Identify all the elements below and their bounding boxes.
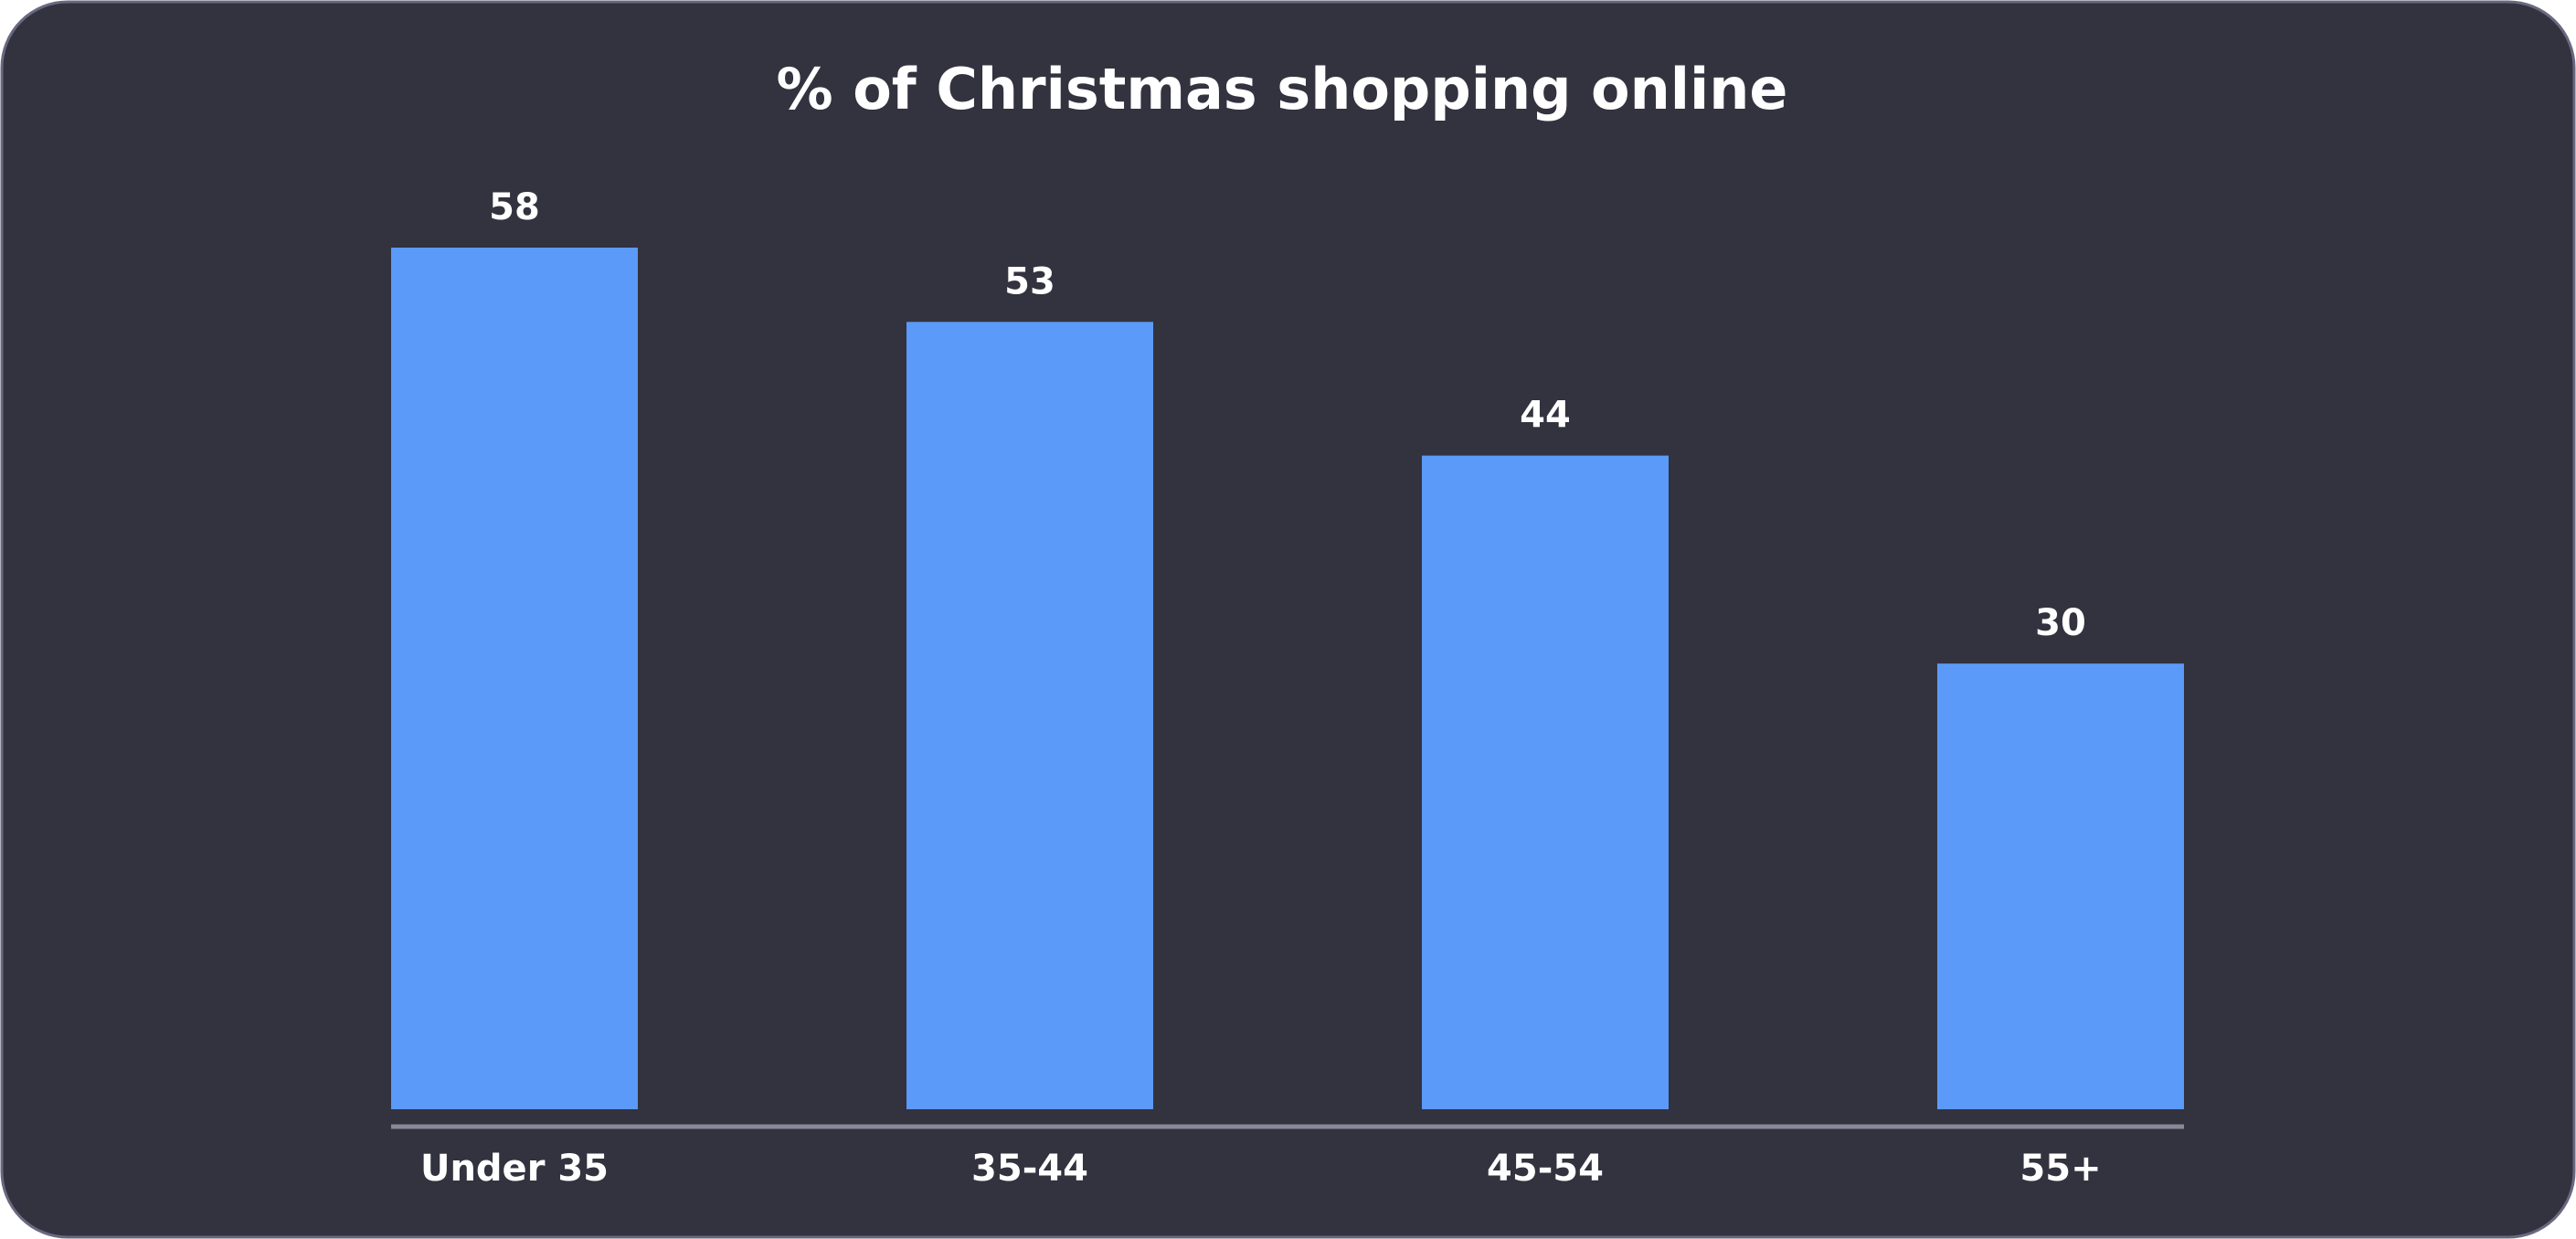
- x-tick-label: Under 35: [420, 1148, 609, 1190]
- bar: [391, 248, 638, 1109]
- chart-title: % of Christmas shopping online: [777, 56, 1788, 122]
- value-label: 30: [2035, 602, 2086, 644]
- x-tick-label: 35-44: [971, 1148, 1088, 1190]
- value-label: 44: [1520, 395, 1571, 437]
- bar: [906, 322, 1153, 1109]
- value-label: 58: [489, 186, 540, 228]
- bar: [1422, 455, 1669, 1109]
- bar: [1937, 663, 2184, 1109]
- x-tick-label: 55+: [2019, 1148, 2101, 1190]
- value-label: 53: [1004, 260, 1055, 302]
- x-tick-label: 45-54: [1487, 1148, 1604, 1190]
